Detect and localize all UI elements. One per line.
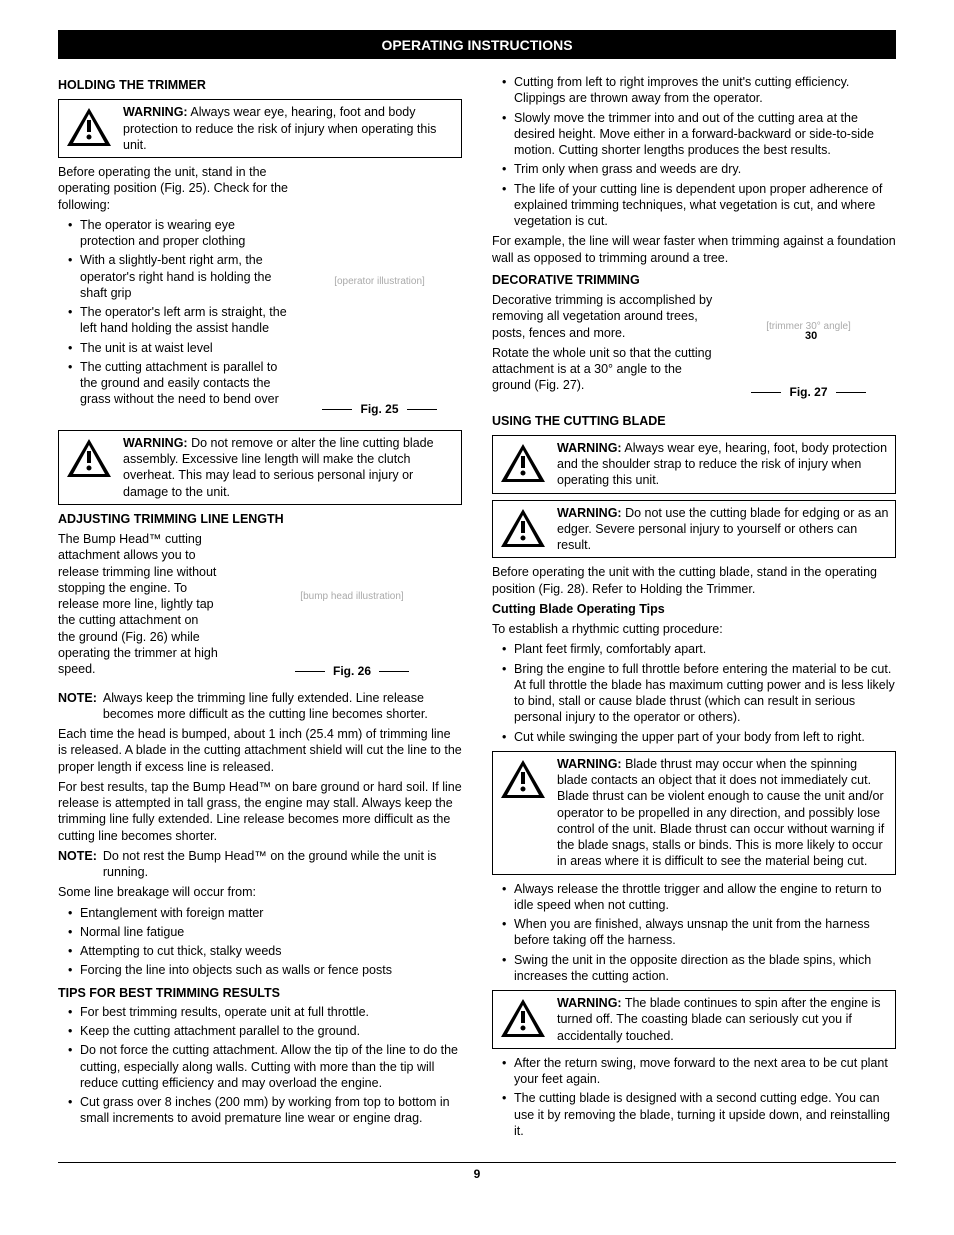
paragraph: To establish a rhythmic cutting procedur… [492, 621, 896, 637]
page-number: 9 [58, 1162, 896, 1183]
section-banner: OPERATING INSTRUCTIONS [58, 31, 896, 59]
paragraph: Before operating the unit with the cutti… [492, 564, 896, 597]
paragraph: Some line breakage will occur from: [58, 884, 462, 900]
warning-text: WARNING: Blade thrust may occur when the… [557, 756, 889, 870]
warning-icon [499, 507, 547, 549]
warning-box: WARNING: Always wear eye, hearing, foot,… [492, 435, 896, 494]
note: NOTE: Do not rest the Bump Head™ on the … [58, 848, 462, 881]
list-item: The operator's left arm is straight, the… [68, 304, 462, 337]
warning-box: WARNING: Do not remove or alter the line… [58, 430, 462, 505]
paragraph: The Bump Head™ cutting attachment allows… [58, 531, 218, 677]
heading-tips: TIPS FOR BEST TRIMMING RESULTS [58, 985, 462, 1001]
note: NOTE: Always keep the trimming line full… [58, 690, 462, 723]
figure-26: [bump head illustration] Fig. 26 [242, 531, 462, 686]
manual-page: OPERATING INSTRUCTIONS HOLDING THE TRIMM… [58, 30, 896, 1183]
warning-icon [499, 442, 547, 484]
list-item: Swing the unit in the opposite direction… [502, 952, 896, 985]
note-body: Always keep the trimming line fully exte… [103, 690, 462, 723]
list-item: The cutting attachment is parallel to th… [68, 359, 462, 408]
paragraph: For best results, tap the Bump Head™ on … [58, 779, 462, 844]
figure-caption: Fig. 26 [242, 664, 462, 680]
warning-icon [499, 758, 547, 800]
list-item: Bring the engine to full throttle before… [502, 661, 896, 726]
list-item: Normal line fatigue [68, 924, 462, 940]
left-column: HOLDING THE TRIMMER WARNING: Always wear… [58, 71, 462, 1142]
heading-adjust: ADJUSTING TRIMMING LINE LENGTH [58, 511, 462, 527]
warning-icon [65, 437, 113, 479]
right-column: Cutting from left to right improves the … [492, 71, 896, 1142]
note-label: NOTE: [58, 848, 97, 881]
note-body: Do not rest the Bump Head™ on the ground… [103, 848, 462, 881]
list-item: Cutting from left to right improves the … [502, 74, 896, 107]
list-item: For best trimming results, operate unit … [68, 1004, 462, 1020]
warning-box: WARNING: The blade continues to spin aft… [492, 990, 896, 1049]
tips-list: For best trimming results, operate unit … [58, 1004, 462, 1127]
warning-icon [65, 106, 113, 148]
warning-text: WARNING: Always wear eye, hearing, foot … [123, 104, 455, 153]
heading-holding: HOLDING THE TRIMMER [58, 77, 462, 93]
list-item: When you are finished, always unsnap the… [502, 916, 896, 949]
breakage-list: Entanglement with foreign matter Normal … [58, 905, 462, 979]
list-item: With a slightly-bent right arm, the oper… [68, 252, 462, 301]
list-item: Always release the throttle trigger and … [502, 881, 896, 914]
list-item: Plant feet firmly, comfortably apart. [502, 641, 896, 657]
list-item: Cut grass over 8 inches (200 mm) by work… [68, 1094, 462, 1127]
warning-text: WARNING: Do not use the cutting blade fo… [557, 505, 889, 554]
warning-icon [499, 997, 547, 1039]
warning-text: WARNING: Always wear eye, hearing, foot,… [557, 440, 889, 489]
warning-box: WARNING: Always wear eye, hearing, foot … [58, 99, 462, 158]
list-item: Slowly move the trimmer into and out of … [502, 110, 896, 159]
list-item: Forcing the line into objects such as wa… [68, 962, 462, 978]
list-item: Attempting to cut thick, stalky weeds [68, 943, 462, 959]
list-item: The operator is wearing eye protection a… [68, 217, 462, 250]
warning-box: WARNING: Blade thrust may occur when the… [492, 751, 896, 875]
paragraph: Each time the head is bumped, about 1 in… [58, 726, 462, 775]
list-item: Keep the cutting attachment parallel to … [68, 1023, 462, 1039]
figure-27: [trimmer 30° angle]30 Fig. 27 [721, 272, 896, 407]
list-item: Entanglement with foreign matter [68, 905, 462, 921]
note-label: NOTE: [58, 690, 97, 723]
warning-text: WARNING: The blade continues to spin aft… [557, 995, 889, 1044]
heading-cuttips: Cutting Blade Operating Tips [492, 601, 896, 617]
list-item: The cutting blade is designed with a sec… [502, 1090, 896, 1139]
list-item: Trim only when grass and weeds are dry. [502, 161, 896, 177]
list-item: The life of your cutting line is depende… [502, 181, 896, 230]
list-item: After the return swing, move forward to … [502, 1055, 896, 1088]
warning-text: WARNING: Do not remove or alter the line… [123, 435, 455, 500]
two-column-layout: HOLDING THE TRIMMER WARNING: Always wear… [58, 71, 896, 1142]
list-item: Cut while swinging the upper part of you… [502, 729, 896, 745]
holding-checklist: The operator is wearing eye protection a… [58, 217, 462, 408]
warning-box: WARNING: Do not use the cutting blade fo… [492, 500, 896, 559]
list-item: The unit is at waist level [68, 340, 462, 356]
figure-caption: Fig. 27 [721, 385, 896, 401]
tips-continued-list: Cutting from left to right improves the … [492, 74, 896, 229]
blade-list-3: After the return swing, move forward to … [492, 1055, 896, 1139]
paragraph: For example, the line will wear faster w… [492, 233, 896, 266]
blade-list-2: Always release the throttle trigger and … [492, 881, 896, 985]
heading-blade: USING THE CUTTING BLADE [492, 413, 896, 429]
blade-tips-list: Plant feet firmly, comfortably apart. Br… [492, 641, 896, 745]
list-item: Do not force the cutting attachment. All… [68, 1042, 462, 1091]
